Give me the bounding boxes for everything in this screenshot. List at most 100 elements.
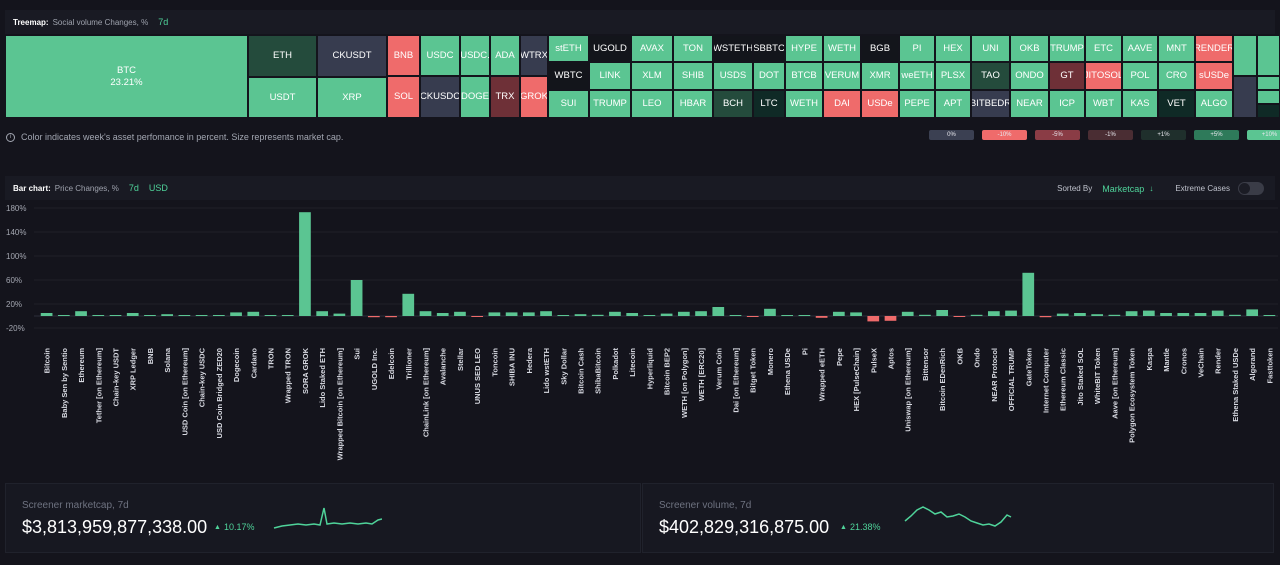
bar[interactable] [1108, 314, 1121, 316]
treemap-tile[interactable]: SUI [548, 90, 589, 118]
treemap-tile[interactable]: TON [673, 35, 713, 62]
bar[interactable] [144, 315, 156, 316]
bar[interactable] [1074, 313, 1086, 316]
bar[interactable] [126, 313, 139, 316]
bar[interactable] [1056, 313, 1069, 316]
bar[interactable] [75, 311, 87, 316]
bar[interactable] [454, 311, 466, 316]
treemap-tile[interactable]: LEO [631, 90, 673, 118]
bar[interactable] [970, 314, 983, 316]
treemap-tile[interactable]: POL [1122, 62, 1158, 90]
treemap-tile[interactable]: NEAR [1010, 90, 1049, 118]
treemap-tile[interactable]: DOGE [460, 76, 490, 118]
bar[interactable] [402, 293, 415, 316]
treemap-tile[interactable]: KAS [1122, 90, 1158, 118]
treemap-tile[interactable]: WTRX [520, 35, 548, 76]
bar[interactable] [729, 315, 742, 316]
bar[interactable] [574, 314, 587, 316]
bar[interactable] [333, 313, 346, 316]
bar[interactable] [712, 307, 725, 316]
treemap-tile[interactable]: TRX [490, 76, 520, 118]
treemap-tile[interactable]: OKB [1010, 35, 1049, 62]
bar[interactable] [178, 315, 191, 316]
treemap-tile[interactable]: SOL [387, 76, 420, 118]
bar[interactable] [764, 308, 776, 316]
treemap-tile[interactable] [1257, 90, 1280, 104]
treemap-tile[interactable]: GT [1049, 62, 1085, 90]
bar[interactable] [385, 316, 397, 318]
treemap-tile[interactable]: weETH [899, 62, 935, 90]
bar[interactable] [919, 314, 931, 316]
bar[interactable] [488, 312, 501, 316]
treemap-tile[interactable]: BNB [387, 35, 420, 76]
bar[interactable] [832, 311, 845, 316]
bar[interactable] [1022, 272, 1035, 316]
bar[interactable] [1263, 315, 1276, 316]
bar[interactable] [987, 311, 1000, 316]
treemap-tile[interactable]: sUSDe [1195, 62, 1233, 90]
bar[interactable] [798, 315, 811, 316]
bar[interactable] [92, 315, 105, 316]
treemap-tile[interactable]: PEPE [899, 90, 935, 118]
bar[interactable] [884, 316, 897, 321]
treemap-tile[interactable]: CRO [1158, 62, 1195, 90]
treemap-tile[interactable]: WETH [785, 90, 823, 118]
treemap-tile[interactable]: ONDO [1010, 62, 1049, 90]
sort-select[interactable]: Marketcap [1102, 183, 1145, 194]
treemap-tile[interactable]: BTC 23.21% [5, 35, 248, 118]
bar[interactable] [660, 313, 673, 316]
treemap-tile[interactable]: UNI [971, 35, 1010, 62]
bar[interactable] [1229, 314, 1241, 316]
treemap-tile[interactable]: USDS [713, 62, 753, 90]
bar[interactable] [609, 311, 621, 316]
bar[interactable] [1125, 311, 1138, 316]
bar[interactable] [436, 313, 449, 316]
treemap-tile[interactable]: XRP [317, 77, 387, 118]
treemap-tile[interactable]: BGB [861, 35, 899, 62]
bar[interactable] [850, 312, 862, 316]
bar-chart-subtitle[interactable]: Price Changes, % [54, 183, 119, 193]
bar[interactable] [540, 311, 552, 316]
treemap-tile[interactable]: USDC [420, 35, 460, 76]
treemap-tile[interactable]: ICP [1049, 90, 1085, 118]
treemap-tile[interactable]: XMR [861, 62, 899, 90]
treemap-tile[interactable]: TAO [971, 62, 1010, 90]
treemap-tile[interactable]: MNT [1158, 35, 1195, 62]
bar[interactable] [299, 212, 311, 316]
treemap-period[interactable]: 7d [158, 17, 169, 27]
bar[interactable] [1160, 313, 1172, 316]
treemap-tile[interactable]: VERUM [823, 62, 861, 90]
treemap-tile[interactable] [1233, 76, 1257, 118]
bar[interactable] [40, 313, 53, 316]
bar-chart-currency[interactable]: USD [148, 183, 168, 193]
bar[interactable] [505, 312, 518, 316]
bar[interactable] [901, 311, 914, 316]
treemap-tile[interactable]: USDe [861, 90, 899, 118]
bar[interactable] [643, 315, 656, 316]
treemap-tile[interactable]: HBAR [673, 90, 713, 118]
bar[interactable] [1142, 310, 1155, 316]
treemap-tile[interactable]: APT [935, 90, 971, 118]
treemap-tile[interactable]: USDC. [460, 35, 490, 76]
extreme-cases-toggle[interactable] [1238, 182, 1264, 195]
bar[interactable] [1005, 310, 1017, 316]
bar[interactable] [1177, 313, 1190, 316]
treemap-tile[interactable]: HEX [935, 35, 971, 62]
treemap-tile[interactable]: WBT [1085, 90, 1122, 118]
bar[interactable] [281, 315, 294, 316]
treemap-tile[interactable]: DOT [753, 62, 785, 90]
treemap-tile[interactable]: WBTC [548, 62, 589, 90]
bar[interactable] [953, 316, 966, 317]
treemap-tile[interactable] [1233, 35, 1257, 76]
treemap-tile[interactable]: DAI [823, 90, 861, 118]
bar[interactable] [1194, 313, 1207, 316]
bar[interactable] [1039, 316, 1052, 318]
treemap-tile[interactable]: ADA [490, 35, 520, 76]
treemap-tile[interactable]: LINK [589, 62, 631, 90]
treemap-tile[interactable]: PI [899, 35, 935, 62]
treemap-tile[interactable]: VET [1158, 90, 1195, 118]
bar[interactable] [367, 316, 380, 318]
bar[interactable] [419, 311, 432, 316]
sort-arrow-down-icon[interactable]: ↓ [1149, 184, 1154, 193]
bar[interactable] [557, 315, 570, 316]
